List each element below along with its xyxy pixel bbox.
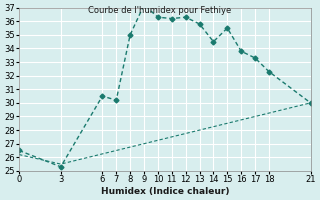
X-axis label: Humidex (Indice chaleur): Humidex (Indice chaleur) [100, 187, 229, 196]
Text: Courbe de l'humidex pour Fethiye: Courbe de l'humidex pour Fethiye [88, 6, 232, 15]
